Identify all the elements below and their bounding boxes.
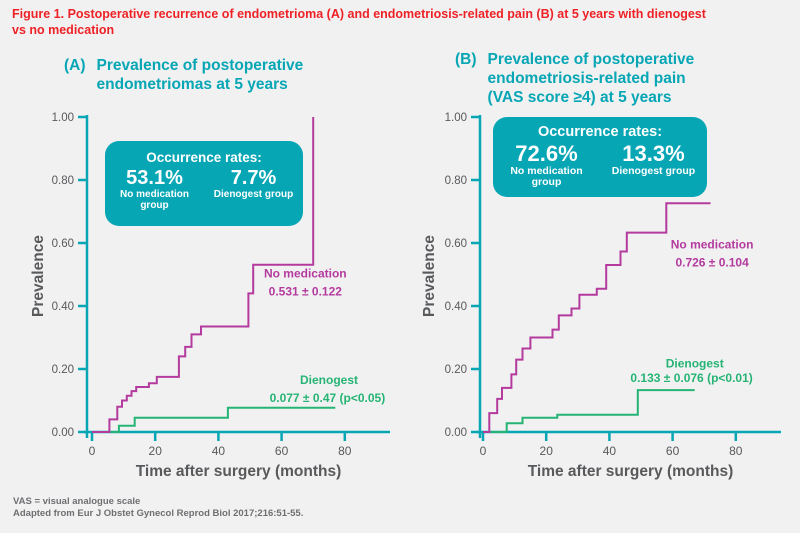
footnote-vas: VAS = visual analogue scale <box>13 496 141 507</box>
footnote-source: Adapted from Eur J Obstet Gynecol Reprod… <box>13 507 304 519</box>
x-axis-title: Time after surgery (months) <box>528 463 734 480</box>
occurrence-dienogest-a: 7.7% Dienogest group <box>204 167 303 211</box>
occurrence-label: No medication group <box>120 189 189 211</box>
y-tick-label: 0.00 <box>52 427 74 439</box>
panel-b-header: (B) Prevalence of postoperative endometr… <box>455 50 694 107</box>
occurrence-dienogest-b: 13.3% Dienogest group <box>600 142 707 188</box>
y-tick-label: 0.80 <box>52 175 74 187</box>
panel-a-title: Prevalence of postoperative endometrioma… <box>97 56 304 94</box>
panel-b-letter: (B) <box>455 51 477 68</box>
y-axis-ticks: 0.00 0.20 0.40 0.60 0.80 1.00 <box>445 112 480 439</box>
x-tick-label: 20 <box>149 444 163 458</box>
occurrence-heading-b: Occurrence rates: <box>537 124 663 140</box>
x-tick-label: 80 <box>729 444 743 458</box>
series-dienogest-annotation: 0.133 ± 0.076 (p<0.01) <box>630 371 752 385</box>
y-tick-label: 0.20 <box>445 364 467 376</box>
y-axis-title: Prevalence <box>421 235 438 317</box>
y-tick-label: 0.40 <box>445 301 467 313</box>
occurrence-heading-a: Occurrence rates: <box>146 150 262 165</box>
occurrence-label: Dienogest group <box>611 165 696 177</box>
occurrence-value: 7.7% <box>230 167 277 189</box>
occurrence-box-b: Occurrence rates: 72.6% No medication gr… <box>493 117 707 197</box>
y-axis-title: Prevalence <box>30 235 47 317</box>
series-no-medication-annotation: 0.726 ± 0.104 <box>675 256 749 270</box>
y-axis-ticks: 0.00 0.20 0.40 0.60 0.80 1.00 <box>52 112 87 439</box>
figure-title-line1: Figure 1. Postoperative recurrence of en… <box>12 7 706 21</box>
series-dienogest-annotation: 0.077 ± 0.47 (p<0.05) <box>270 391 386 405</box>
panel-b-title-line2: endometriosis-related pain <box>487 70 686 87</box>
panel-b-title: Prevalence of postoperative endometriosi… <box>488 50 695 107</box>
series-no-medication-label: No medication <box>671 238 754 252</box>
occurrence-box-a: Occurrence rates: 53.1% No medication gr… <box>105 141 303 226</box>
x-axis-ticks: 0 20 40 60 80 <box>480 432 743 458</box>
series-dienogest-curve <box>483 389 695 433</box>
occurrence-label: Dienogest group <box>213 189 294 200</box>
occurrence-value: 13.3% <box>622 141 685 166</box>
series-dienogest-label: Dienogest <box>300 373 358 387</box>
y-tick-label: 0.40 <box>52 301 74 313</box>
x-axis-ticks: 0 20 40 60 80 <box>89 432 352 458</box>
y-tick-label: 0.00 <box>445 427 467 439</box>
panel-b-title-line3: (VAS score ≥4) at 5 years <box>487 89 672 106</box>
figure-title-line2: vs no medication <box>12 22 115 37</box>
x-tick-label: 0 <box>89 444 96 458</box>
y-tick-label: 1.00 <box>52 112 74 124</box>
y-tick-label: 0.80 <box>445 175 467 187</box>
series-no-medication-curve <box>483 202 711 433</box>
x-tick-label: 60 <box>666 444 680 458</box>
occurrence-values-a: 53.1% No medication group 7.7% Dienogest… <box>105 167 303 211</box>
x-tick-label: 60 <box>275 444 289 458</box>
series-no-medication-label: No medication <box>264 267 347 281</box>
x-tick-label: 40 <box>212 444 226 458</box>
y-tick-label: 0.20 <box>52 364 74 376</box>
occurrence-value: 53.1% <box>126 167 183 189</box>
panel-a-letter: (A) <box>64 57 86 74</box>
panel-b-title-line1: Prevalence of postoperative <box>487 51 695 68</box>
occurrence-label: No medication group <box>510 165 583 188</box>
panel-a-title-line2: endometriomas at 5 years <box>96 76 288 93</box>
panel-a-header: (A) Prevalence of postoperative endometr… <box>64 56 303 94</box>
x-tick-label: 40 <box>603 444 617 458</box>
x-tick-label: 0 <box>480 444 487 458</box>
occurrence-value: 72.6% <box>515 141 578 166</box>
occurrence-values-b: 72.6% No medication group 13.3% Dienoges… <box>493 142 707 188</box>
series-no-medication-annotation: 0.531 ± 0.122 <box>269 285 343 299</box>
x-tick-label: 20 <box>540 444 554 458</box>
x-axis-title: Time after surgery (months) <box>136 463 342 480</box>
footnotes: VAS = visual analogue scale Adapted from… <box>13 496 303 519</box>
occurrence-no-medication-a: 53.1% No medication group <box>105 167 204 211</box>
series-dienogest-label: Dienogest <box>666 356 724 370</box>
figure-title: Figure 1. Postoperative recurrence of en… <box>12 7 790 38</box>
x-tick-label: 80 <box>338 444 352 458</box>
panel-a-title-line1: Prevalence of postoperative <box>96 57 304 74</box>
y-tick-label: 0.60 <box>445 238 467 250</box>
series-dienogest-curve <box>92 406 336 433</box>
occurrence-no-medication-b: 72.6% No medication group <box>493 142 600 188</box>
y-tick-label: 1.00 <box>445 112 467 124</box>
y-tick-label: 0.60 <box>52 238 74 250</box>
